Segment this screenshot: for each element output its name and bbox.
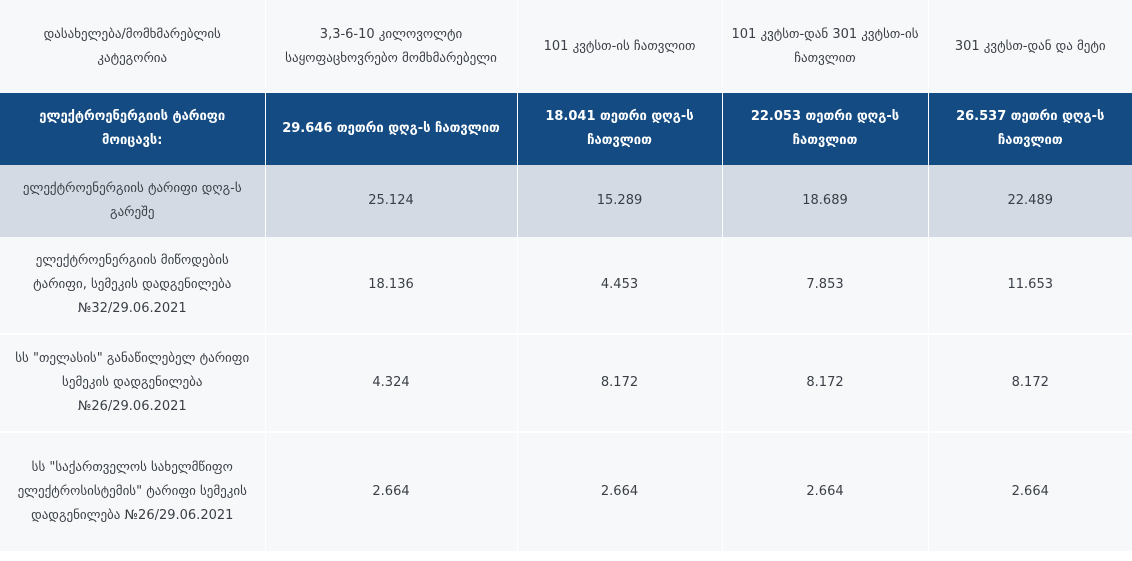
table-row: სს "თელასის" განაწილებელ ტარიფი სემეკის …: [0, 334, 1132, 433]
table-row: ელექტროენერგიის ტარიფი დღგ-ს გარეშე 25.1…: [0, 165, 1132, 237]
column-header-cell: 301 კვტსთ-დან და მეტი: [927, 0, 1132, 93]
value-cell: 2.664: [927, 432, 1132, 553]
value-cell: 7.853: [721, 237, 928, 335]
value-cell: 4.324: [264, 334, 517, 433]
value-cell: 4.453: [516, 237, 722, 335]
row-label-cell: სს "საქართველოს სახელმწიფო ელექტროსისტემ…: [0, 432, 265, 553]
value-cell: 25.124: [264, 165, 517, 237]
value-cell: 2.664: [721, 432, 928, 553]
value-cell: 8.172: [721, 334, 928, 433]
value-cell: 8.172: [927, 334, 1132, 433]
value-cell: 22.489: [927, 165, 1132, 237]
value-cell: 2.664: [516, 432, 722, 553]
row-label-cell: ელექტროენერგიის მიწოდების ტარიფი, სემეკი…: [0, 237, 265, 335]
tariff-value-cell: 26.537 თეთრი დღგ-ს ჩათვლით: [927, 93, 1132, 165]
value-cell: 11.653: [927, 237, 1132, 335]
tariff-value-cell: 22.053 თეთრი დღგ-ს ჩათვლით: [721, 93, 928, 165]
table-row: სს "საქართველოს სახელმწიფო ელექტროსისტემ…: [0, 432, 1132, 553]
row-label-cell: ელექტროენერგიის ტარიფი მოიცავს:: [0, 93, 265, 165]
row-label-cell: ელექტროენერგიის ტარიფი დღგ-ს გარეშე: [0, 165, 265, 237]
category-header-cell: დასახელება/მომხმარებლის კატეგორია: [0, 0, 265, 93]
table-row: ელექტროენერგიის მიწოდების ტარიფი, სემეკი…: [0, 237, 1132, 335]
value-cell: 8.172: [516, 334, 722, 433]
column-header-cell: 3,3-6-10 კილოვოლტი საყოფაცხოვრებო მომხმა…: [264, 0, 517, 93]
column-header-cell: 101 კვტსთ-ის ჩათვლით: [516, 0, 722, 93]
value-cell: 18.689: [721, 165, 928, 237]
row-label-cell: სს "თელასის" განაწილებელ ტარიფი სემეკის …: [0, 334, 265, 433]
value-cell: 2.664: [264, 432, 517, 553]
value-cell: 15.289: [516, 165, 722, 237]
value-cell: 18.136: [264, 237, 517, 335]
tariff-summary-row: ელექტროენერგიის ტარიფი მოიცავს: 29.646 თ…: [0, 93, 1132, 165]
tariff-value-cell: 18.041 თეთრი დღგ-ს ჩათვლით: [516, 93, 722, 165]
table-header-row: დასახელება/მომხმარებლის კატეგორია 3,3-6-…: [0, 0, 1132, 93]
column-header-cell: 101 კვტსთ-დან 301 კვტსთ-ის ჩათვლით: [721, 0, 928, 93]
tariff-value-cell: 29.646 თეთრი დღგ-ს ჩათვლით: [264, 93, 517, 165]
